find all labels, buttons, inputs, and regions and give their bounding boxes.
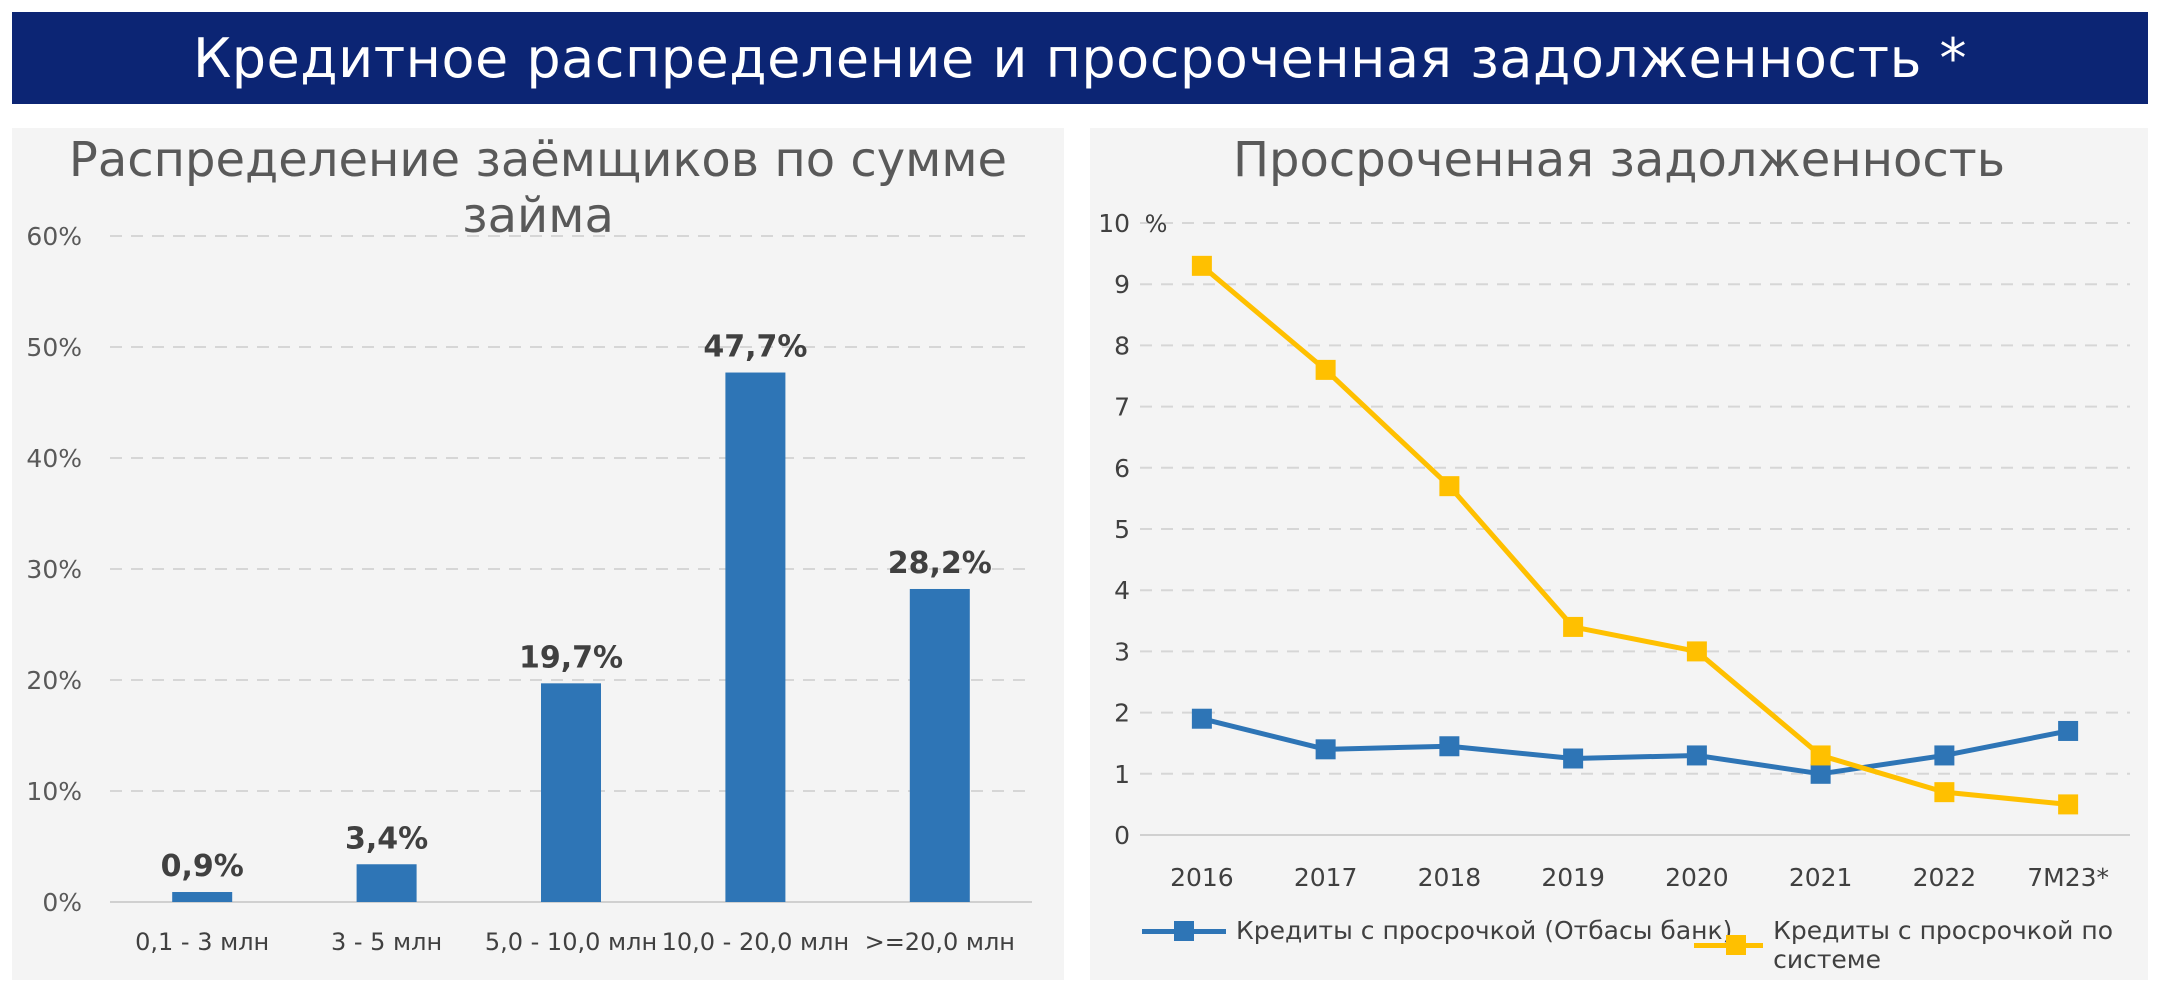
x-tick-label: 2016 [1170,863,1234,892]
series-bank-point [2058,720,2079,741]
y-tick-label: 7 [1114,393,1130,422]
bar [909,588,970,902]
bar [172,892,233,902]
x-tick-label: 2019 [1541,863,1605,892]
series-system-point [1686,641,1707,662]
y-tick-label: 9 [1114,270,1130,299]
x-tick-label: 2017 [1294,863,1358,892]
series-bank-point [1315,739,1336,760]
legend-label-system: Кредиты с просрочкой по системе [1773,916,2113,974]
bar [356,864,417,902]
x-tick-label: 2018 [1418,863,1482,892]
y-tick-label: 10% [26,777,82,806]
y-tick-label: 0% [42,888,82,917]
y-tick-label: 0 [1114,821,1130,850]
y-tick-label: 10 [1098,209,1130,238]
x-tick-label: 10,0 - 20,0 млн [662,928,850,956]
bar-chart: 0% 10% 20% 30% 40% 50% 60% 0,9% 0,1 - 3 млн 3,4% 3… [26,222,1032,956]
bar-chart-panel: Распределение заёмщиков по сумме займа 0… [12,128,1064,980]
y-tick-label: 20% [26,666,82,695]
series-system-point [1810,745,1831,766]
y-tick-label: 60% [26,222,82,251]
y-tick-label: 4 [1114,576,1130,605]
legend-swatch-system [1694,935,1764,955]
page-title-banner: Кредитное распределение и просроченная з… [12,12,2148,104]
x-tick-label: 2021 [1789,863,1853,892]
y-tick-label: 8 [1114,331,1130,360]
data-label: 3,4% [345,821,428,856]
page-title: Кредитное распределение и просроченная з… [192,26,1968,90]
series-bank-point [1439,736,1460,757]
series-bank-point [1934,745,1955,766]
y-tick-label: 6 [1114,454,1130,483]
data-label: 47,7% [703,330,807,365]
x-tick-label: >=20,0 млн [865,928,1015,956]
x-tick-label: 7M23* [2027,863,2109,892]
bar [541,683,601,902]
y-tick-label: 2 [1114,699,1130,728]
line-chart-panel: Просроченная задолженность 0 1 2 3 4 5 6 7 8 9 10%… [1090,128,2148,980]
series-system-point [1439,476,1460,497]
data-label: 0,9% [161,849,244,884]
data-label: 19,7% [519,640,623,675]
series-bank-point [1191,708,1212,729]
series-bank-point [1686,745,1707,766]
y-tick-label: 50% [26,333,82,362]
series-system-point [1191,255,1212,276]
legend-item-bank: Кредиты с просрочкой (Отбасы банк) [1142,916,1732,945]
y-tick-label: 5 [1114,515,1130,544]
line-chart: 0 1 2 3 4 5 6 7 8 9 10 % 2016 2017 2018 2019 2020 2021 202… [1098,209,2130,892]
legend-item-system: Кредиты с просрочкой по системе [1694,916,2148,974]
series-system-point [1563,616,1584,637]
line-chart-title: Просроченная задолженность [1232,132,2006,188]
x-tick-label: 2020 [1665,863,1729,892]
data-label: 28,2% [888,546,992,581]
y-tick-label: 3 [1114,637,1130,666]
x-tick-label: 3 - 5 млн [331,928,442,956]
y-tick-label: 40% [26,444,82,473]
bar-chart-title: Распределение заёмщиков по сумме займа [68,132,1008,244]
series-bank-point [1810,763,1831,784]
x-tick-label: 0,1 - 3 млн [135,928,269,956]
y-tick-label: 1 [1114,760,1130,789]
legend-label-bank: Кредиты с просрочкой (Отбасы банк) [1236,916,1733,945]
series-system-line [1200,263,2069,807]
y-unit-label: % [1145,210,1168,238]
legend-swatch-bank [1142,920,1226,941]
series-system-point [1934,782,1955,803]
series-bank-point [1563,748,1584,769]
x-tick-label: 2022 [1913,863,1977,892]
x-tick-label: 5,0 - 10,0 млн [485,928,657,956]
series-bank-line [1201,716,2069,777]
bar [725,372,786,902]
y-tick-label: 30% [26,555,82,584]
series-system-point [2058,794,2079,815]
series-system-point [1315,359,1336,380]
